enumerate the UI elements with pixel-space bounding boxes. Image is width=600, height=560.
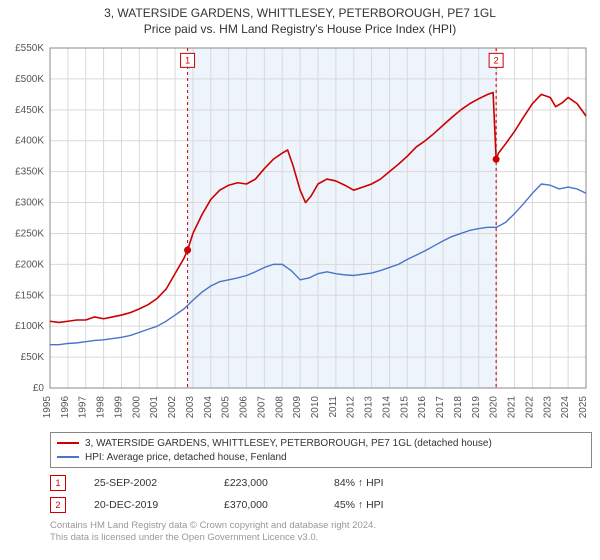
svg-text:£200K: £200K [15,259,44,270]
svg-text:1: 1 [185,55,190,65]
svg-text:1995: 1995 [42,396,53,419]
svg-text:2023: 2023 [542,396,553,419]
marker-badge-1: 1 [50,475,66,491]
svg-text:2024: 2024 [560,396,571,419]
marker-pct-2: 45% ↑ HPI [334,499,454,511]
svg-text:2011: 2011 [328,396,339,418]
svg-text:2010: 2010 [310,396,321,419]
svg-text:2003: 2003 [185,396,196,419]
svg-text:2017: 2017 [435,396,446,419]
legend-row-property: 3, WATERSIDE GARDENS, WHITTLESEY, PETERB… [57,436,585,450]
svg-text:2009: 2009 [292,396,303,419]
marker-row-2: 2 20-DEC-2019 £370,000 45% ↑ HPI [50,494,590,516]
marker-pct-1: 84% ↑ HPI [334,477,454,489]
svg-text:2020: 2020 [489,396,500,419]
svg-text:£500K: £500K [15,74,44,85]
svg-text:2012: 2012 [346,396,357,419]
svg-text:£400K: £400K [15,136,44,147]
svg-text:2007: 2007 [256,396,267,419]
title-subtitle: Price paid vs. HM Land Registry's House … [0,22,600,36]
svg-text:2000: 2000 [131,396,142,419]
svg-text:2008: 2008 [274,396,285,419]
svg-text:2021: 2021 [507,396,518,419]
title-block: 3, WATERSIDE GARDENS, WHITTLESEY, PETERB… [0,0,600,36]
svg-text:1997: 1997 [78,396,89,419]
svg-text:£100K: £100K [15,321,44,332]
svg-text:2: 2 [494,55,499,65]
svg-text:2016: 2016 [417,396,428,419]
footer-line1: Contains HM Land Registry data © Crown c… [50,520,376,532]
legend-label-property: 3, WATERSIDE GARDENS, WHITTLESEY, PETERB… [85,438,492,449]
svg-text:2002: 2002 [167,396,178,419]
svg-text:1996: 1996 [60,396,71,419]
title-address: 3, WATERSIDE GARDENS, WHITTLESEY, PETERB… [0,6,600,20]
legend-row-hpi: HPI: Average price, detached house, Fenl… [57,450,585,464]
svg-text:£300K: £300K [15,198,44,209]
svg-text:£250K: £250K [15,228,44,239]
svg-text:2005: 2005 [221,396,232,419]
svg-text:2022: 2022 [524,396,535,419]
footer-line2: This data is licensed under the Open Gov… [50,532,376,544]
chart-svg: £0£50K£100K£150K£200K£250K£300K£350K£400… [50,44,590,424]
marker-date-1: 25-SEP-2002 [94,477,224,489]
marker-badge-2: 2 [50,497,66,513]
footer-attribution: Contains HM Land Registry data © Crown c… [50,520,376,545]
svg-text:£450K: £450K [15,105,44,116]
svg-text:£0: £0 [33,383,45,394]
svg-text:2014: 2014 [381,396,392,419]
svg-text:£350K: £350K [15,167,44,178]
chart-container: 3, WATERSIDE GARDENS, WHITTLESEY, PETERB… [0,0,600,560]
svg-text:1998: 1998 [96,396,107,419]
svg-text:2001: 2001 [149,396,160,419]
legend-swatch-hpi [57,456,79,458]
markers-table: 1 25-SEP-2002 £223,000 84% ↑ HPI 2 20-DE… [50,472,590,516]
svg-text:2004: 2004 [203,396,214,419]
svg-text:2025: 2025 [578,396,589,419]
svg-text:2013: 2013 [364,396,375,419]
svg-text:£50K: £50K [21,352,45,363]
legend-label-hpi: HPI: Average price, detached house, Fenl… [85,452,287,463]
svg-text:2015: 2015 [399,396,410,419]
chart-area: £0£50K£100K£150K£200K£250K£300K£350K£400… [50,44,590,424]
svg-text:1999: 1999 [113,396,124,419]
svg-text:£150K: £150K [15,290,44,301]
marker-price-1: £223,000 [224,477,334,489]
svg-text:2018: 2018 [453,396,464,419]
marker-price-2: £370,000 [224,499,334,511]
legend-box: 3, WATERSIDE GARDENS, WHITTLESEY, PETERB… [50,432,592,468]
legend-swatch-property [57,442,79,444]
svg-text:£550K: £550K [15,43,44,54]
svg-text:2006: 2006 [239,396,250,419]
svg-text:2019: 2019 [471,396,482,419]
marker-row-1: 1 25-SEP-2002 £223,000 84% ↑ HPI [50,472,590,494]
marker-date-2: 20-DEC-2019 [94,499,224,511]
